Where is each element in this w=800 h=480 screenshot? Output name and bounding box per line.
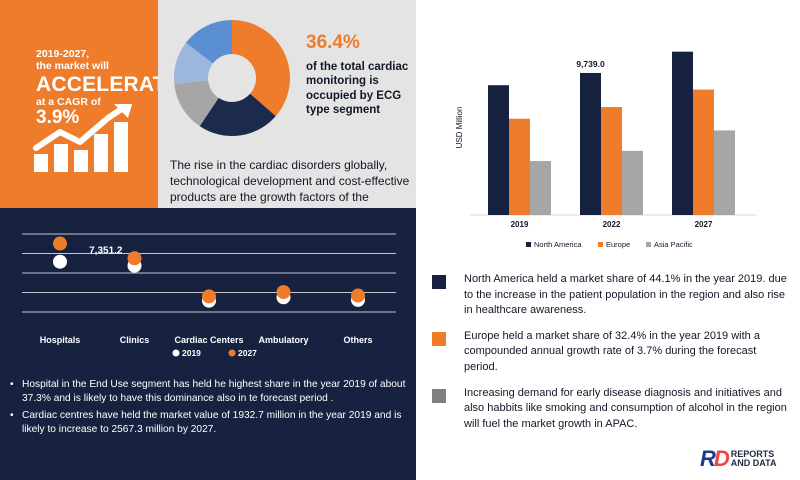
ecg-share-description: of the total cardiac monitoring is occup… [306, 61, 409, 117]
donut-slice-3 [174, 42, 213, 84]
y-axis-label: USD Million [455, 107, 464, 149]
bar-europe-2022 [601, 107, 622, 215]
intro-line-2: the market will [36, 60, 109, 73]
insight-text: North America held a market share of 44.… [464, 273, 787, 317]
category-label: Cardiac Centers [174, 335, 243, 345]
donut-slice-2 [174, 80, 219, 127]
end-use-note: Cardiac centres have held the market val… [10, 409, 408, 438]
bar-europe-2027 [693, 89, 714, 215]
legend-swatch-europe [598, 242, 603, 247]
insight-text: Europe held a market share of 32.4% in t… [464, 329, 760, 374]
growth-factors-text: The rise in the cardiac disorders global… [170, 158, 410, 221]
donut-slice-4 [185, 20, 232, 64]
data-label: 9,739.0 [576, 59, 605, 69]
legend-label-north-america: North America [534, 240, 582, 249]
end-use-dot-chart: 7,351.2 Hospitals Clinics Cardiac Centers Am… [22, 233, 396, 358]
logo-line-2: AND DATA [730, 458, 777, 468]
dot-2027-clinics [127, 251, 142, 266]
dot-2027-ambulatory [276, 285, 291, 300]
legend-swatch-asia-pacific [646, 242, 651, 247]
intro-line-3: at a CAGR of [36, 95, 101, 108]
category-label: 2027 [695, 220, 713, 229]
data-label: 7,351.2 [89, 246, 123, 257]
bar-north-america-2022 [580, 72, 601, 215]
regional-insights: North America held a market share of 44.… [432, 272, 788, 442]
legend-marker-2027 [228, 349, 236, 357]
cagr-value: 3.9% [36, 107, 80, 129]
legend-marker-2019 [172, 349, 180, 357]
logo-wordmark: REPORTS AND DATA [730, 448, 777, 469]
orange-square-icon [432, 331, 446, 346]
bar-asia-pacific-2027 [714, 130, 735, 215]
category-label: Ambulatory [258, 335, 308, 345]
intro-line-1: 2019-2027, [36, 48, 90, 60]
bar-asia-pacific-2019 [530, 161, 551, 215]
category-label: 2019 [511, 220, 529, 229]
accelerate-headline: ACCELERATE [36, 72, 180, 96]
insight-europe: Europe held a market share of 32.4% in t… [432, 329, 788, 376]
ecg-share-stat: 36.4% of the total cardiac monitoring is… [306, 32, 416, 118]
reports-and-data-logo: RD REPORTS AND DATA [700, 446, 776, 472]
growth-chart-arrow-icon [33, 104, 133, 172]
logo-mark: RD [700, 446, 730, 472]
logo-line-1: REPORTS [730, 448, 775, 459]
category-label: Others [343, 335, 372, 345]
bar-north-america-2027 [672, 51, 693, 215]
dot-2027-cardiac-centers [202, 289, 216, 304]
dot-2019-hospitals [53, 254, 67, 269]
legend-swatch-north-america [526, 242, 531, 247]
end-use-notes: Hospital in the End Use segment has held… [10, 378, 408, 440]
ecg-share-donut-chart [174, 20, 290, 136]
legend-label-asia-pacific: Asia Pacific [654, 240, 693, 249]
logo-mark-r: R [700, 446, 716, 471]
donut-slice-1 [199, 93, 276, 136]
category-label: 2022 [603, 220, 621, 229]
bar-north-america-2019 [488, 85, 509, 215]
dot-2027-hospitals [53, 236, 67, 251]
donut-slice-0 [232, 20, 290, 117]
category-label: Hospitals [40, 335, 81, 345]
dot-2027-others [351, 288, 365, 303]
bar-europe-2019 [509, 118, 530, 215]
navy-square-icon [432, 275, 446, 289]
ecg-share-value: 36.4% [306, 32, 360, 53]
legend-label-2019: 2019 [182, 348, 201, 358]
insight-text: Increasing demand for early disease diag… [464, 386, 787, 430]
regional-bar-chart: USD Million 2019 2022 2027 9,739.0 North Amer… [455, 51, 756, 249]
grey-square-icon [432, 388, 446, 403]
legend-label-2027: 2027 [238, 348, 257, 358]
bar-asia-pacific-2022 [622, 150, 643, 215]
logo-mark-d: D [713, 446, 730, 471]
category-label: Clinics [120, 335, 150, 345]
cagr-callout: 2019-2027, the market will ACCELERATE at… [36, 48, 180, 128]
insight-asia-pacific: Increasing demand for early disease diag… [432, 386, 788, 433]
insight-north-america: North America held a market share of 44.… [432, 272, 788, 319]
end-use-note: Hospital in the End Use segment has held… [10, 378, 408, 407]
legend-label-europe: Europe [606, 240, 630, 249]
